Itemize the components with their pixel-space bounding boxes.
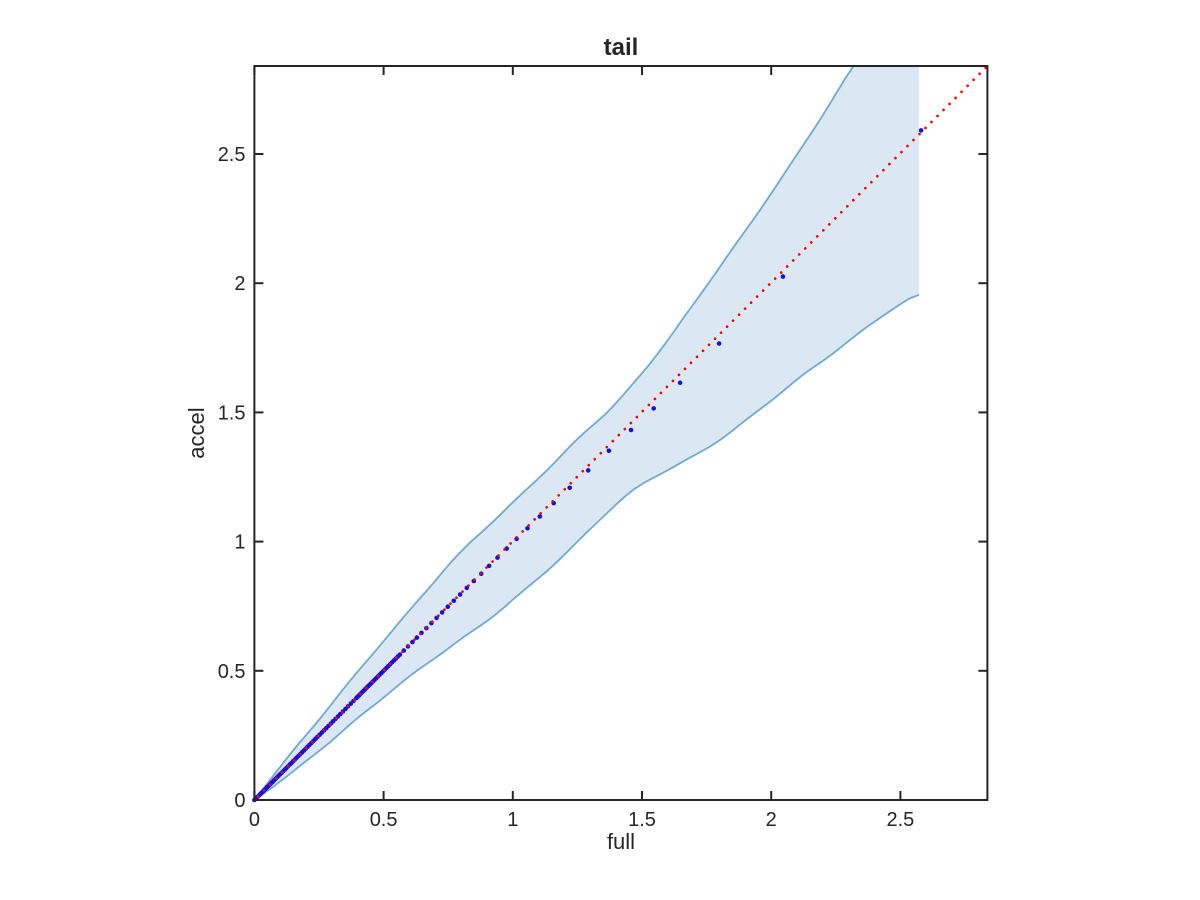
- svg-text:1: 1: [234, 532, 245, 554]
- svg-text:2.5: 2.5: [886, 809, 914, 831]
- svg-text:0: 0: [234, 790, 245, 812]
- svg-text:2: 2: [234, 273, 245, 295]
- svg-text:0: 0: [249, 809, 260, 831]
- svg-text:full: full: [607, 829, 635, 854]
- svg-text:1.5: 1.5: [628, 809, 656, 831]
- svg-text:2.5: 2.5: [218, 144, 246, 166]
- svg-text:0.5: 0.5: [370, 809, 398, 831]
- svg-text:1.5: 1.5: [218, 402, 246, 424]
- svg-text:1: 1: [507, 809, 518, 831]
- svg-text:0.5: 0.5: [218, 661, 246, 683]
- svg-text:2: 2: [766, 809, 777, 831]
- svg-text:tail: tail: [604, 34, 639, 61]
- svg-text:accel: accel: [184, 407, 209, 458]
